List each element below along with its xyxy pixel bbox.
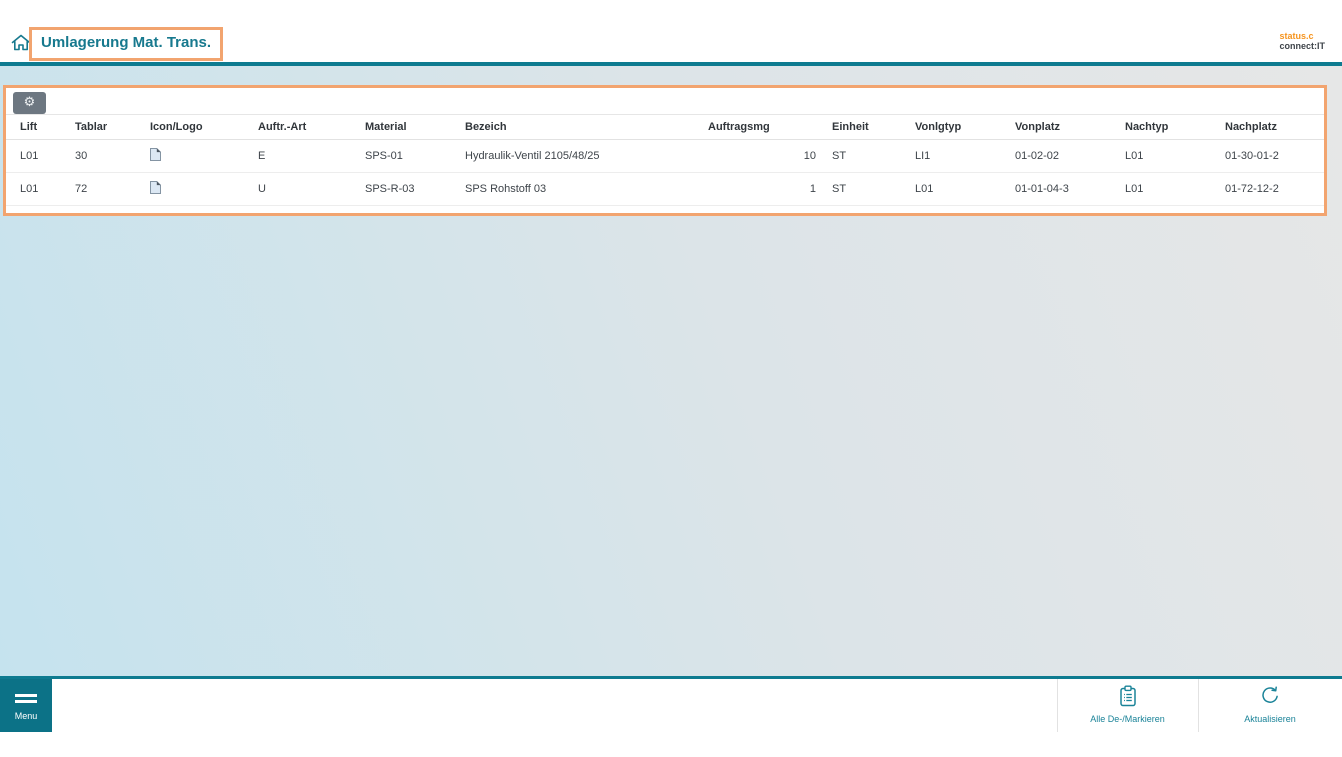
transfer-table: Lift Tablar Icon/Logo Auftr.-Art Materia… xyxy=(6,115,1324,206)
app-logo-line1: status.c xyxy=(1279,31,1314,41)
cell-auftragsmg: 1 xyxy=(694,172,818,206)
cell-nachtyp: L01 xyxy=(1111,139,1211,173)
footer-divider xyxy=(0,676,1342,679)
col-header-nachtyp[interactable]: Nachtyp xyxy=(1111,115,1211,140)
table-header-row: Lift Tablar Icon/Logo Auftr.-Art Materia… xyxy=(6,115,1324,140)
hamburger-icon xyxy=(0,693,52,703)
cell-nachplatz: 01-72-12-2 xyxy=(1211,172,1324,206)
grid-settings-button[interactable]: ⚙ xyxy=(13,92,46,114)
cell-lift: L01 xyxy=(6,172,61,206)
clipboard-list-icon xyxy=(1118,685,1138,710)
col-header-auftr-art[interactable]: Auftr.-Art xyxy=(244,115,351,140)
app-logo-line2: connect:IT xyxy=(1279,41,1325,51)
col-header-tablar[interactable]: Tablar xyxy=(61,115,136,140)
transfer-grid-panel: ⚙ Lift Tablar Icon/Logo Auftr.-Art Mater… xyxy=(3,85,1327,216)
col-header-lift[interactable]: Lift xyxy=(6,115,61,140)
footer-separator xyxy=(1057,679,1058,732)
grid-toolbar: ⚙ xyxy=(6,88,1324,115)
document-icon xyxy=(150,181,161,197)
cell-einheit: ST xyxy=(818,172,901,206)
document-icon xyxy=(150,148,161,164)
cell-tablar: 30 xyxy=(61,139,136,173)
cell-vonlgtyp: L01 xyxy=(901,172,1001,206)
app-logo: status.c connect:IT xyxy=(1279,31,1325,51)
menu-button[interactable]: Menu xyxy=(0,679,52,732)
toggle-select-all-label: Alle De-/Markieren xyxy=(1090,714,1165,724)
main-content: ⚙ Lift Tablar Icon/Logo Auftr.-Art Mater… xyxy=(0,66,1342,676)
page-title-highlight: Umlagerung Mat. Trans. xyxy=(29,27,224,61)
table-row[interactable]: L01 72 U SPS-R-03 SPS Rohstoff 03 1 xyxy=(6,172,1324,206)
col-header-vonplatz[interactable]: Vonplatz xyxy=(1001,115,1111,140)
col-header-auftragsmg[interactable]: Auftragsmg xyxy=(694,115,818,140)
refresh-label: Aktualisieren xyxy=(1244,714,1296,724)
footer-bar: Menu Alle De-/Markieren Aktualisi xyxy=(0,679,1342,732)
header-divider xyxy=(0,62,1342,66)
refresh-button[interactable]: Aktualisieren xyxy=(1198,679,1342,732)
refresh-icon xyxy=(1259,685,1281,710)
col-header-icon-logo[interactable]: Icon/Logo xyxy=(136,115,244,140)
cell-bezeich: SPS Rohstoff 03 xyxy=(451,172,694,206)
cell-vonlgtyp: LI1 xyxy=(901,139,1001,173)
gear-icon: ⚙ xyxy=(23,95,36,110)
cell-icon xyxy=(136,139,244,173)
cell-einheit: ST xyxy=(818,139,901,173)
cell-auftr-art: E xyxy=(244,139,351,173)
home-icon xyxy=(10,34,32,56)
cell-material: SPS-01 xyxy=(351,139,451,173)
col-header-einheit[interactable]: Einheit xyxy=(818,115,901,140)
col-header-material[interactable]: Material xyxy=(351,115,451,140)
top-bar: Umlagerung Mat. Trans. status.c connect:… xyxy=(0,0,1342,62)
cell-auftragsmg: 10 xyxy=(694,139,818,173)
home-button[interactable] xyxy=(10,33,32,53)
table-row[interactable]: L01 30 E SPS-01 Hydraulik-Ventil 2105/48… xyxy=(6,139,1324,173)
cell-auftr-art: U xyxy=(244,172,351,206)
footer-separator xyxy=(1198,679,1199,732)
cell-icon xyxy=(136,172,244,206)
col-header-bezeich[interactable]: Bezeich xyxy=(451,115,694,140)
page-title: Umlagerung Mat. Trans. xyxy=(41,34,212,51)
cell-tablar: 72 xyxy=(61,172,136,206)
cell-nachtyp: L01 xyxy=(1111,172,1211,206)
cell-vonplatz: 01-02-02 xyxy=(1001,139,1111,173)
menu-button-label: Menu xyxy=(14,710,38,721)
toggle-select-all-button[interactable]: Alle De-/Markieren xyxy=(1057,679,1198,732)
cell-vonplatz: 01-01-04-3 xyxy=(1001,172,1111,206)
col-header-nachplatz[interactable]: Nachplatz xyxy=(1211,115,1324,140)
cell-lift: L01 xyxy=(6,139,61,173)
cell-bezeich: Hydraulik-Ventil 2105/48/25 xyxy=(451,139,694,173)
col-header-vonlgtyp[interactable]: Vonlgtyp xyxy=(901,115,1001,140)
cell-material: SPS-R-03 xyxy=(351,172,451,206)
cell-nachplatz: 01-30-01-2 xyxy=(1211,139,1324,173)
panel-bottom-padding xyxy=(6,206,1324,213)
